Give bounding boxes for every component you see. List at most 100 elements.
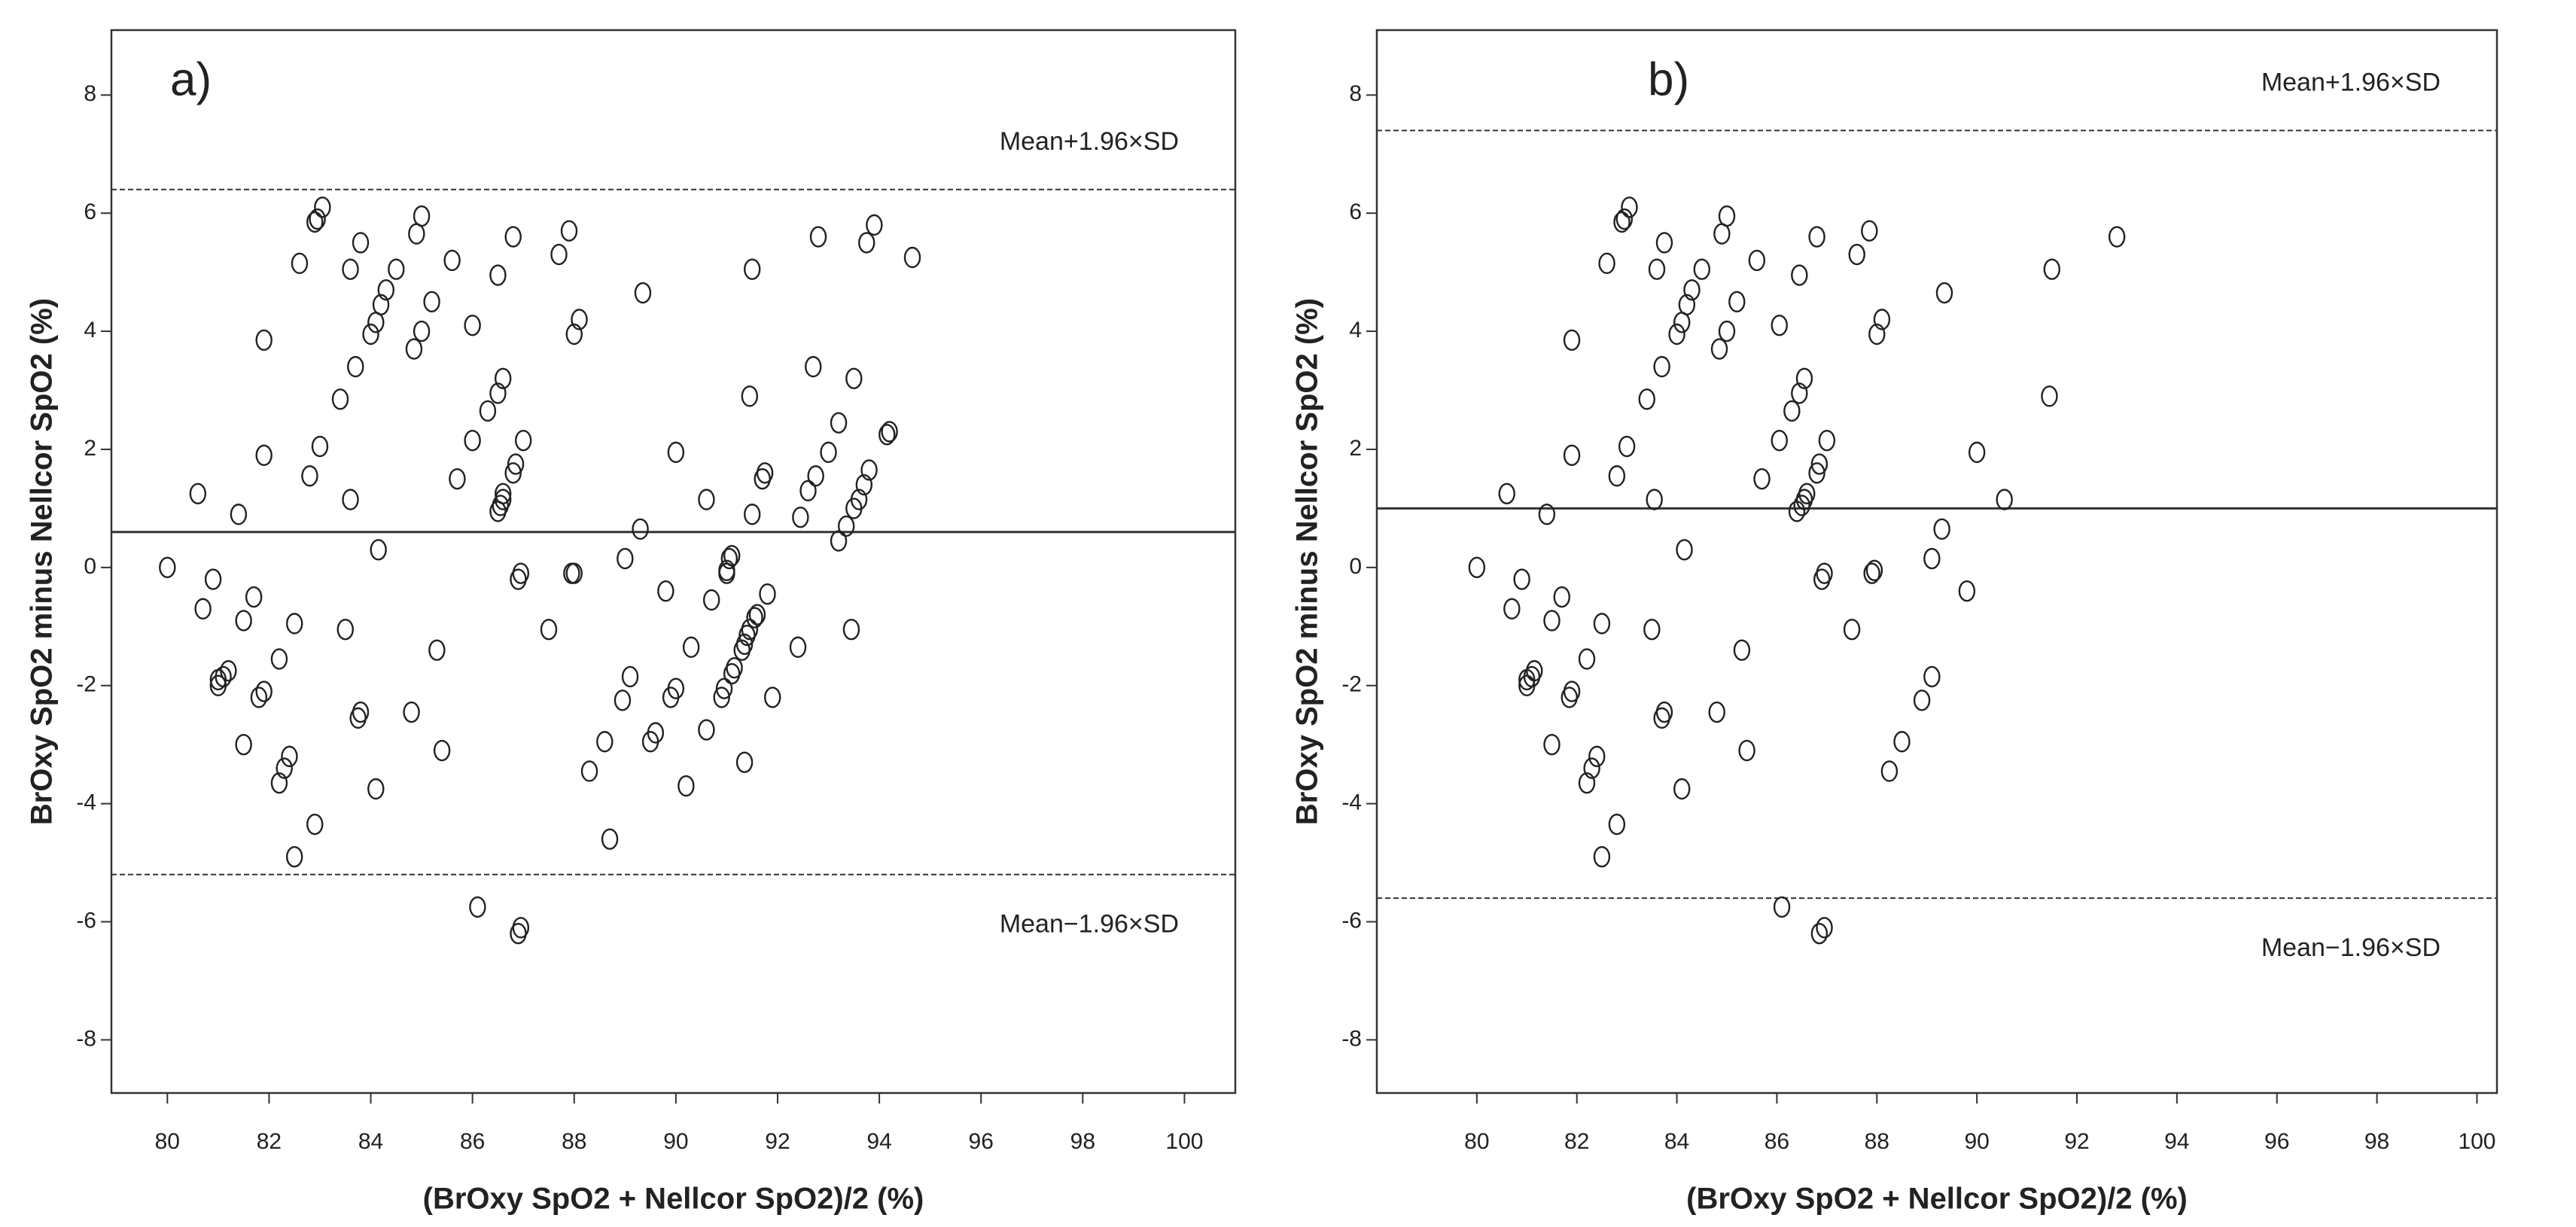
y-tick-label: -2: [76, 672, 96, 697]
data-point: [194, 598, 212, 620]
data-point: [347, 355, 364, 378]
x-tick-label: 96: [2264, 1129, 2289, 1154]
data-point: [1718, 205, 1736, 227]
data-point: [331, 388, 349, 410]
data-point: [512, 562, 530, 584]
data-point: [1621, 196, 1638, 218]
data-point: [565, 562, 583, 584]
data-point: [1808, 462, 1825, 484]
x-tick-label: 100: [2458, 1129, 2495, 1154]
data-point: [270, 648, 288, 670]
data-point: [408, 223, 425, 245]
data-point: [352, 232, 370, 254]
data-point: [1808, 226, 1825, 248]
data-point: [367, 312, 385, 333]
data-point: [601, 828, 619, 850]
x-tick-label: 80: [155, 1129, 180, 1154]
data-point: [413, 320, 431, 343]
y-tick-label: -6: [1341, 908, 1362, 933]
data-point: [281, 745, 298, 768]
data-point: [1618, 435, 1636, 458]
data-point: [1693, 258, 1710, 280]
data-point: [1498, 483, 1515, 504]
data-point: [336, 619, 354, 641]
data-point: [741, 619, 759, 641]
data-point: [464, 315, 481, 336]
data-point: [1563, 329, 1581, 352]
data-point: [515, 429, 532, 452]
data-point: [314, 196, 331, 218]
panel-title: a): [170, 53, 212, 105]
data-point: [311, 435, 329, 458]
data-point: [433, 739, 451, 762]
y-tick-label: -8: [76, 1026, 96, 1051]
data-point: [255, 444, 273, 466]
data-point: [504, 226, 522, 248]
data-point: [1655, 232, 1673, 254]
data-point: [845, 498, 863, 519]
x-tick-label: 80: [1464, 1129, 1489, 1154]
data-point: [512, 917, 530, 939]
data-point: [1646, 489, 1663, 510]
data-point: [756, 462, 774, 484]
data-point: [634, 282, 652, 304]
data-point: [571, 309, 588, 330]
data-point: [720, 547, 738, 570]
data-point: [230, 504, 248, 525]
data-point: [1608, 465, 1626, 487]
data-point: [286, 613, 303, 635]
data-point: [255, 329, 273, 352]
data-point: [1578, 648, 1596, 670]
data-point: [715, 677, 733, 699]
data-point: [1773, 896, 1791, 918]
data-point: [276, 757, 293, 779]
data-point: [1613, 211, 1631, 233]
data-point: [443, 249, 461, 272]
data-point: [1648, 258, 1666, 280]
data-point: [698, 489, 715, 510]
data-point: [494, 483, 512, 504]
data-point: [494, 489, 512, 510]
data-point: [1513, 568, 1530, 590]
data-point: [799, 480, 817, 502]
data-point: [306, 211, 324, 233]
data-point: [903, 246, 921, 269]
reference-label: Mean+1.96×SD: [1000, 127, 1179, 156]
data-point: [1958, 580, 1976, 602]
data-point: [1676, 539, 1693, 561]
data-point: [677, 775, 695, 797]
y-tick-label: 8: [1349, 81, 1362, 106]
data-point: [2041, 385, 2058, 407]
y-tick-label: 2: [1349, 436, 1362, 461]
data-point: [342, 489, 359, 510]
data-point: [860, 459, 878, 481]
data-point: [617, 547, 634, 570]
data-point: [449, 467, 466, 490]
data-point: [632, 518, 649, 540]
data-point: [764, 687, 781, 708]
x-tick-label: 94: [2164, 1129, 2189, 1154]
data-point: [702, 589, 720, 611]
data-point: [159, 556, 176, 579]
data-point: [682, 636, 700, 658]
data-point: [235, 733, 252, 756]
y-tick-label: -4: [76, 790, 96, 815]
y-tick-label: 0: [1349, 554, 1362, 579]
data-point: [1863, 562, 1880, 584]
data-point: [1538, 504, 1556, 525]
data-point: [270, 772, 288, 794]
data-point: [667, 441, 685, 464]
y-axis-title: BrOxy SpO2 minus Nellcor SpO2 (%): [1291, 298, 1324, 825]
data-point: [746, 607, 763, 629]
data-point: [1683, 279, 1701, 301]
data-point: [621, 665, 639, 688]
data-point: [560, 220, 578, 242]
data-point: [489, 382, 507, 404]
data-point: [423, 291, 440, 313]
data-point: [1733, 639, 1751, 661]
data-point: [748, 604, 766, 626]
x-tick-label: 98: [2364, 1129, 2389, 1154]
data-point: [1865, 559, 1883, 581]
data-point: [735, 633, 754, 656]
